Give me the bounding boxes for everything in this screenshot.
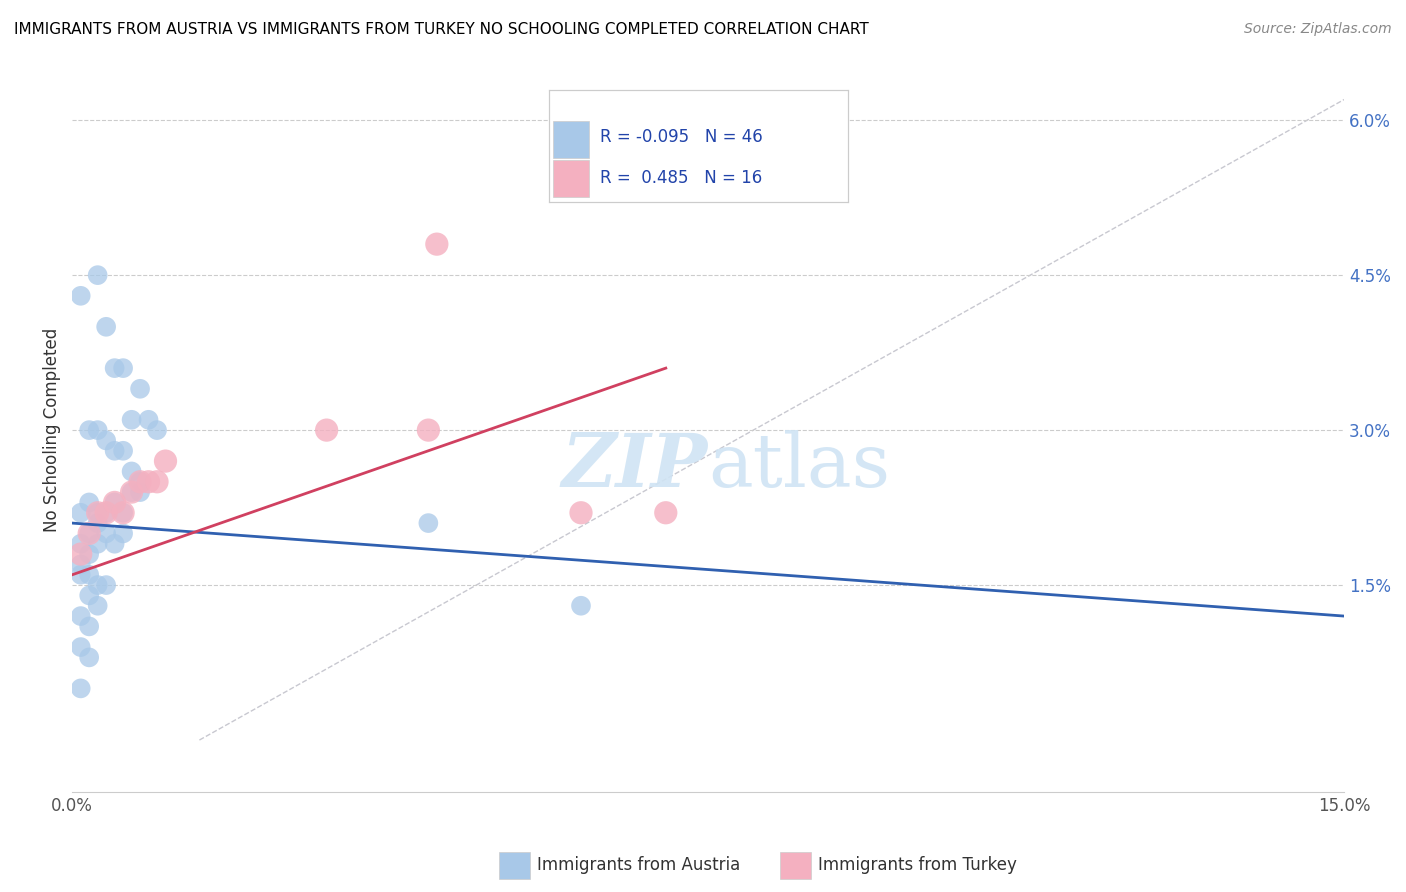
- Point: [569, 506, 592, 520]
- Point: [129, 475, 152, 489]
- Point: [129, 485, 152, 500]
- Point: [146, 475, 169, 489]
- Point: [418, 516, 440, 530]
- Text: Source: ZipAtlas.com: Source: ZipAtlas.com: [1244, 22, 1392, 37]
- Point: [94, 319, 117, 334]
- Point: [77, 423, 100, 437]
- Point: [112, 443, 135, 458]
- Point: [121, 485, 143, 500]
- Point: [69, 681, 91, 696]
- Point: [86, 516, 108, 530]
- Point: [129, 382, 152, 396]
- Point: [138, 475, 160, 489]
- Point: [69, 609, 91, 624]
- Point: [77, 588, 100, 602]
- Point: [112, 506, 135, 520]
- Point: [104, 495, 127, 509]
- Bar: [553, 120, 589, 158]
- Point: [77, 547, 100, 561]
- Point: [94, 526, 117, 541]
- Point: [129, 475, 152, 489]
- Point: [69, 506, 91, 520]
- Text: atlas: atlas: [709, 430, 890, 503]
- Point: [121, 485, 143, 500]
- Point: [86, 268, 108, 282]
- Point: [77, 619, 100, 633]
- Text: R =  0.485   N = 16: R = 0.485 N = 16: [600, 169, 762, 187]
- Point: [69, 289, 91, 303]
- Point: [112, 506, 135, 520]
- Point: [418, 423, 440, 437]
- Point: [104, 537, 127, 551]
- Point: [77, 650, 100, 665]
- Point: [104, 443, 127, 458]
- Text: Immigrants from Turkey: Immigrants from Turkey: [818, 856, 1017, 874]
- Point: [86, 423, 108, 437]
- Point: [121, 465, 143, 479]
- Point: [69, 640, 91, 654]
- Point: [104, 361, 127, 376]
- Point: [146, 423, 169, 437]
- Text: R = -0.095   N = 46: R = -0.095 N = 46: [600, 128, 763, 146]
- Bar: [553, 160, 589, 197]
- Point: [77, 526, 100, 541]
- Text: Immigrants from Austria: Immigrants from Austria: [537, 856, 741, 874]
- Point: [112, 526, 135, 541]
- Text: IMMIGRANTS FROM AUSTRIA VS IMMIGRANTS FROM TURKEY NO SCHOOLING COMPLETED CORRELA: IMMIGRANTS FROM AUSTRIA VS IMMIGRANTS FR…: [14, 22, 869, 37]
- Point: [94, 434, 117, 448]
- Point: [94, 578, 117, 592]
- Point: [86, 578, 108, 592]
- Point: [121, 413, 143, 427]
- Point: [77, 567, 100, 582]
- Point: [86, 537, 108, 551]
- Text: ZIP: ZIP: [562, 430, 709, 502]
- Point: [315, 423, 337, 437]
- Point: [94, 506, 117, 520]
- Point: [69, 537, 91, 551]
- Point: [69, 547, 91, 561]
- Point: [112, 361, 135, 376]
- Point: [86, 599, 108, 613]
- Point: [94, 506, 117, 520]
- Point: [155, 454, 177, 468]
- Point: [86, 506, 108, 520]
- Point: [569, 599, 592, 613]
- Point: [86, 506, 108, 520]
- Point: [655, 506, 678, 520]
- Point: [77, 495, 100, 509]
- Y-axis label: No Schooling Completed: No Schooling Completed: [44, 328, 60, 533]
- Point: [69, 558, 91, 572]
- Point: [138, 413, 160, 427]
- Point: [104, 495, 127, 509]
- Point: [426, 237, 449, 252]
- Point: [69, 567, 91, 582]
- Point: [77, 526, 100, 541]
